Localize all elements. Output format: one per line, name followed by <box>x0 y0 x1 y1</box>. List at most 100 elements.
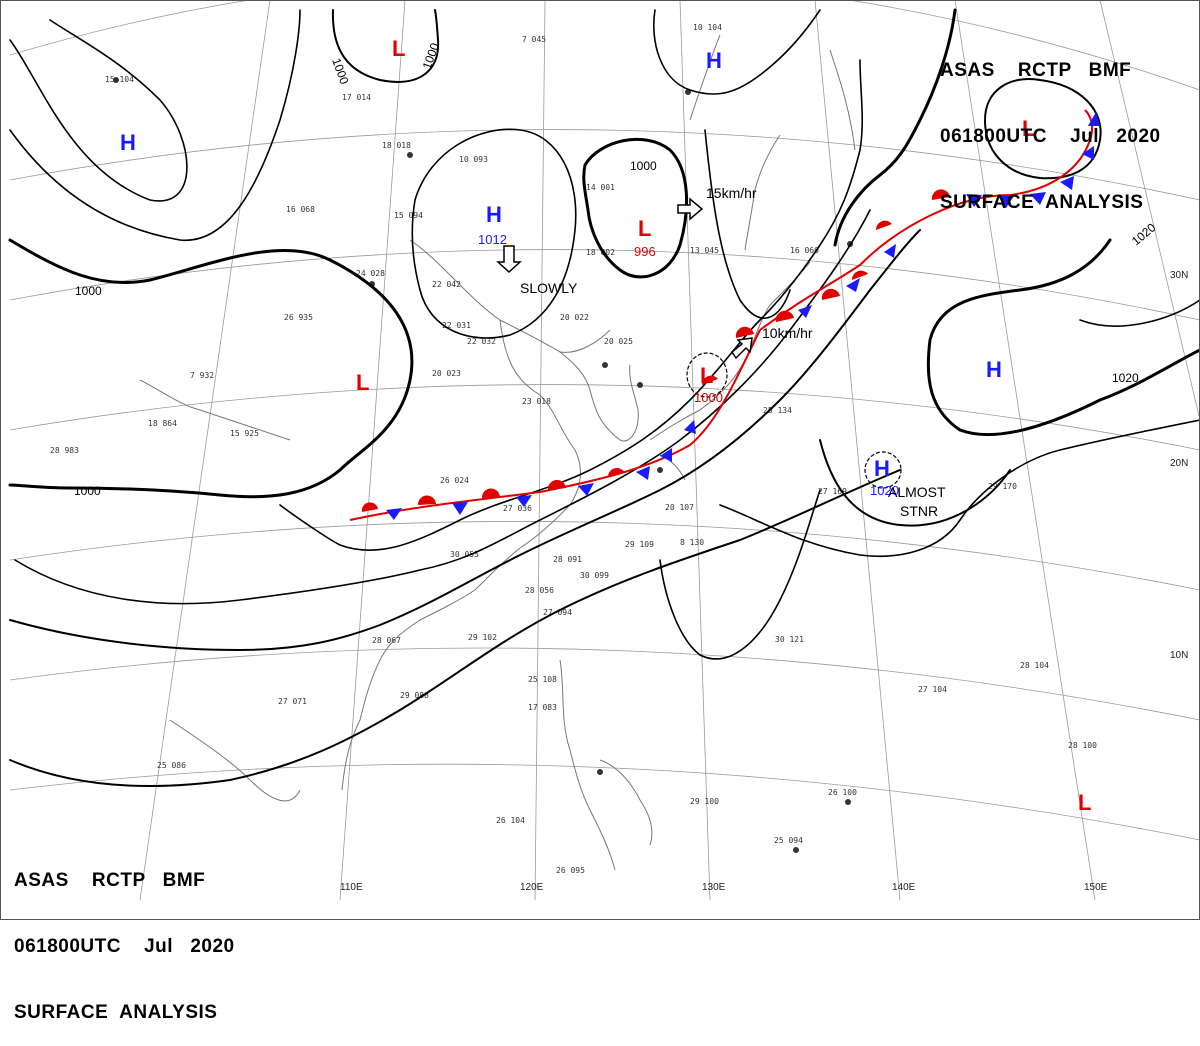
motion-annotations: SLOWLY 15km/hr 10km/hr ALMOST STNR <box>496 185 946 519</box>
station-13: 20 023 <box>432 369 461 378</box>
station-22: 27 071 <box>278 697 307 706</box>
station-37: 27 094 <box>543 608 572 617</box>
speed-15-label: 15km/hr <box>706 185 757 201</box>
header-bottom-line1: ASAS RCTP BMF <box>14 870 206 891</box>
speed-10-label: 10km/hr <box>762 325 813 341</box>
low-west-symbol: L <box>356 370 369 395</box>
arrow-10kmhr <box>730 337 753 360</box>
grid-labels: 110E 120E 130E 140E 150E 30N 20N 10N <box>340 270 1188 893</box>
station-9: 24 028 <box>356 269 385 278</box>
station-53: 20 022 <box>560 313 589 322</box>
station-41: 27 104 <box>918 685 947 694</box>
station-50: 8 130 <box>680 538 704 547</box>
station-52: 22 032 <box>467 337 496 346</box>
high-central-symbol: H <box>486 202 502 227</box>
low-se-symbol: L <box>1078 790 1091 815</box>
low-top-symbol: L <box>392 36 405 61</box>
isobar-label-a: 1000 <box>329 56 351 86</box>
header-top-line1: ASAS RCTP BMF <box>940 60 1132 81</box>
station-45: 25 094 <box>774 836 803 845</box>
lat-label-30: 30N <box>1170 270 1188 281</box>
station-48: 25 134 <box>763 406 792 415</box>
station-7: 15 094 <box>394 211 423 220</box>
isobar-label-b: 1000 <box>420 41 442 71</box>
isobar-label-g: 1020 <box>1112 371 1139 385</box>
high-central-pressure: 1012 <box>478 232 507 247</box>
low-central-pressure: 996 <box>634 244 656 259</box>
header-top: ASAS RCTP BMF 061800UTC Jul 2020 SURFACE… <box>940 16 1161 236</box>
isobar-label-c: 1000 <box>75 284 102 298</box>
station-16: 27 036 <box>503 504 532 513</box>
station-6: 10 093 <box>459 155 488 164</box>
station-24: 17 083 <box>528 703 557 712</box>
header-bottom-line2: 061800UTC Jul 2020 <box>14 936 235 957</box>
front-line-red <box>349 329 761 521</box>
station-12: 7 932 <box>190 371 214 380</box>
station-38: 28 056 <box>525 586 554 595</box>
station-1: 15 104 <box>105 75 134 84</box>
stnr-label: STNR <box>900 503 938 519</box>
lat-label-20: 20N <box>1170 458 1188 469</box>
station-49: 20 107 <box>665 503 694 512</box>
header-top-line2: 061800UTC Jul 2020 <box>940 126 1161 147</box>
pressure-systems: H H 1012 H H H 1020 L L 996 L 1000 L L L <box>120 36 1091 815</box>
lon-label-120: 120E <box>520 882 544 893</box>
station-35: 29 109 <box>625 540 654 549</box>
lon-label-110: 110E <box>340 882 363 893</box>
low-ne-symbol: L <box>1022 116 1035 141</box>
station-23: 25 108 <box>528 675 557 684</box>
station-17: 30 055 <box>450 550 479 559</box>
low-front-pressure: 1000 <box>694 390 723 405</box>
station-15: 26 024 <box>440 476 469 485</box>
high-east-symbol: H <box>986 357 1002 382</box>
station-44: 29 100 <box>690 797 719 806</box>
almost-label: ALMOST <box>888 484 946 500</box>
station-47: 29 170 <box>988 482 1017 491</box>
slowly-label: SLOWLY <box>520 280 578 296</box>
lat-label-10: 10N <box>1170 650 1188 661</box>
station-33: 13 045 <box>690 246 719 255</box>
high-ne-symbol: H <box>706 48 722 73</box>
weather-map: 15 104 7 045 10 104 17 014 18 018 10 093… <box>0 0 1200 920</box>
station-10: 22 042 <box>432 280 461 289</box>
station-32: 18 002 <box>586 248 615 257</box>
low-central-symbol: L <box>638 216 651 241</box>
header-bottom-line3: SURFACE ANALYSIS <box>14 1002 218 1023</box>
lon-label-130: 130E <box>702 882 726 893</box>
station-3: 10 104 <box>693 23 722 32</box>
station-34: 16 060 <box>790 246 819 255</box>
isobars <box>8 8 1200 787</box>
station-54: 20 025 <box>604 337 633 346</box>
lon-label-140: 140E <box>892 882 916 893</box>
high-nw-symbol: H <box>120 130 136 155</box>
station-46: 27 169 <box>818 487 847 496</box>
station-36: 30 099 <box>580 571 609 580</box>
station-25: 25 086 <box>157 761 186 770</box>
station-14: 23 018 <box>522 397 551 406</box>
arrow-15kmhr <box>677 197 704 221</box>
arrow-slowly <box>496 245 522 274</box>
header-bottom: ASAS RCTP BMF 061800UTC Jul 2020 SURFACE… <box>14 826 235 1046</box>
station-18: 28 091 <box>553 555 582 564</box>
station-39: 30 121 <box>775 635 804 644</box>
station-8: 16 068 <box>286 205 315 214</box>
station-19: 29 102 <box>468 633 497 642</box>
isobar-label-d: 1000 <box>74 484 101 498</box>
station-21: 29 088 <box>400 691 429 700</box>
station-11: 26 935 <box>284 313 313 322</box>
station-2: 7 045 <box>522 35 546 44</box>
station-40: 28 104 <box>1020 661 1049 670</box>
header-top-line3: SURFACE ANALYSIS <box>940 192 1144 213</box>
station-30: 28 983 <box>50 446 79 455</box>
low-front-symbol: L <box>700 363 713 388</box>
station-29: 15 925 <box>230 429 259 438</box>
lon-label-150: 150E <box>1084 882 1108 893</box>
front-line-red-2 <box>759 109 1094 331</box>
station-28: 18 864 <box>148 419 177 428</box>
station-5: 18 018 <box>382 141 411 150</box>
station-26: 26 104 <box>496 816 525 825</box>
station-43: 26 100 <box>828 788 857 797</box>
station-42: 28 100 <box>1068 741 1097 750</box>
station-31: 14 001 <box>586 183 615 192</box>
high-se-symbol: H <box>874 456 890 481</box>
